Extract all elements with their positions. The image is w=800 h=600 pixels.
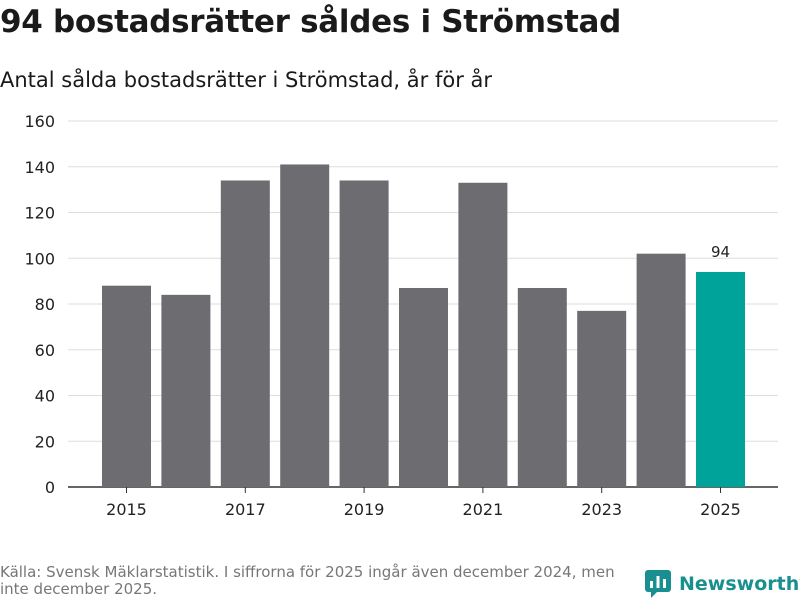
bar-2017 bbox=[220, 180, 270, 487]
y-tick-label: 40 bbox=[35, 387, 55, 406]
y-tick-label: 60 bbox=[35, 341, 55, 360]
x-tick-label: 2023 bbox=[581, 500, 622, 519]
brand-logo: Newsworthy bbox=[645, 569, 800, 599]
chart-subtitle: Antal sålda bostadsrätter i Strömstad, å… bbox=[0, 68, 493, 92]
bar-2015 bbox=[102, 285, 151, 487]
bar-2016 bbox=[161, 294, 211, 487]
y-tick-label: 20 bbox=[35, 432, 55, 451]
y-tick-label: 100 bbox=[24, 249, 55, 268]
x-axis-ticks: 2015 2017 2019 2021 2023 2025 bbox=[106, 487, 741, 519]
y-axis-ticks: 0 20 40 60 80 100 120 140 160 bbox=[24, 112, 55, 497]
bar-2020 bbox=[399, 287, 448, 487]
x-tick-label: 2019 bbox=[344, 500, 385, 519]
x-tick-label: 2017 bbox=[225, 500, 266, 519]
y-tick-label: 160 bbox=[24, 112, 55, 131]
bar-2023 bbox=[577, 310, 627, 487]
brand-name: Newsworthy bbox=[679, 573, 800, 595]
data-labels: 94 bbox=[711, 243, 730, 261]
bar-2024 bbox=[636, 253, 686, 487]
y-tick-label: 0 bbox=[45, 478, 55, 497]
x-tick-label: 2021 bbox=[463, 500, 504, 519]
bars bbox=[102, 164, 745, 487]
data-label-2025: 94 bbox=[711, 243, 730, 261]
x-tick-label: 2025 bbox=[700, 500, 741, 519]
y-tick-label: 140 bbox=[24, 158, 55, 177]
chart-title: 94 bostadsrätter såldes i Strömstad bbox=[0, 4, 621, 40]
x-tick-label: 2015 bbox=[106, 500, 147, 519]
y-tick-label: 80 bbox=[35, 295, 55, 314]
bar-2022 bbox=[517, 287, 567, 487]
source-note: Källa: Svensk Mäklarstatistik. I siffror… bbox=[0, 563, 615, 598]
bar-2021 bbox=[458, 182, 508, 487]
y-tick-label: 120 bbox=[24, 204, 55, 223]
bar-2018 bbox=[280, 164, 330, 487]
bar-2019 bbox=[339, 180, 389, 487]
newsworthy-icon bbox=[645, 570, 671, 598]
bar-2025 bbox=[696, 271, 745, 487]
